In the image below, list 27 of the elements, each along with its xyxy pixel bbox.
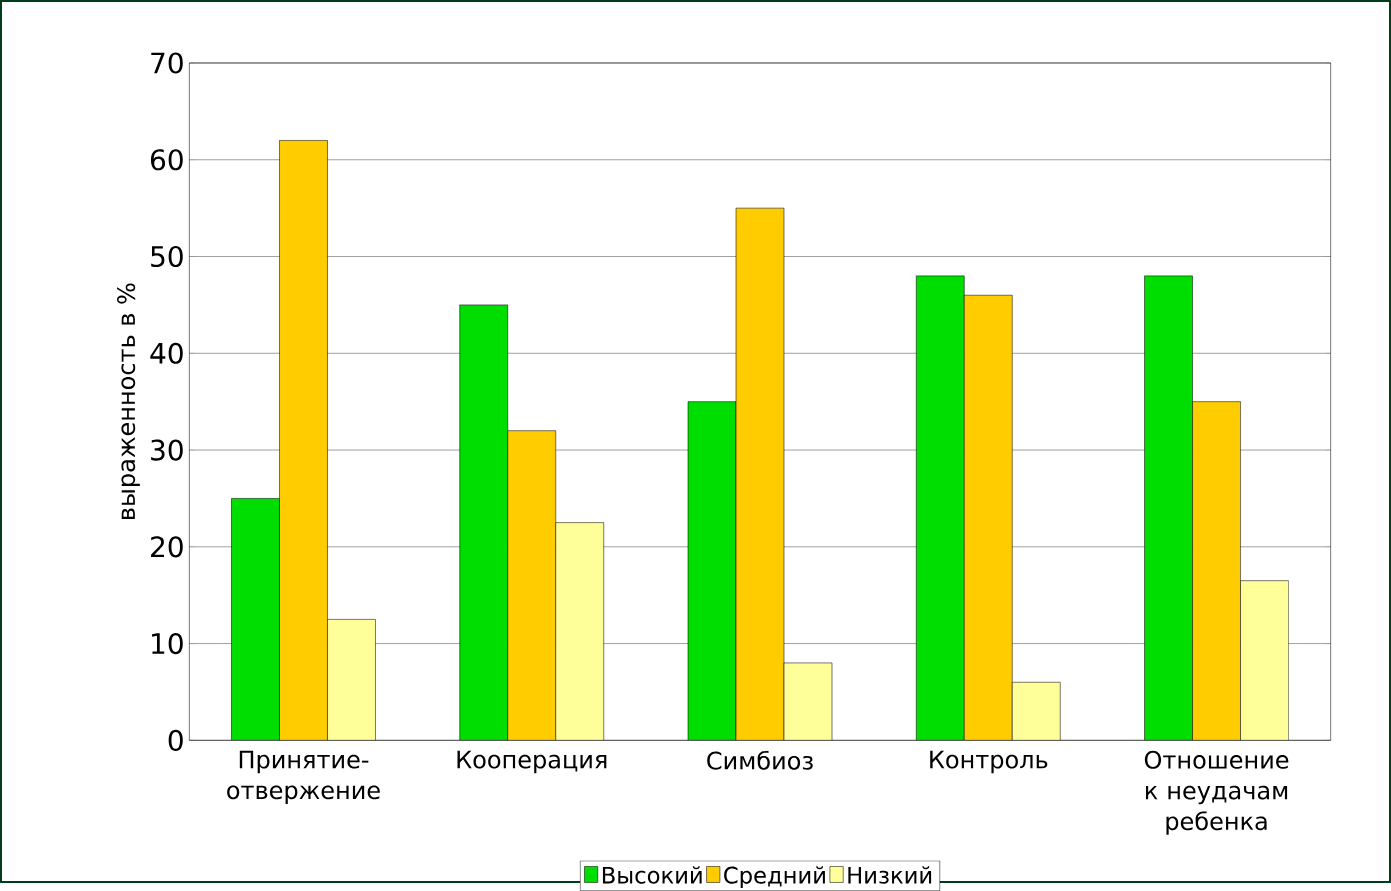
bar (279, 140, 328, 741)
x-tick-label: Кооперация (457, 750, 607, 774)
bar (507, 430, 557, 741)
bar (687, 401, 737, 741)
y-tick-label: 10 (152, 632, 183, 655)
bar (459, 304, 509, 741)
bar (231, 498, 280, 741)
y-tick-label: 40 (150, 342, 183, 364)
legend-label: Низкий (848, 866, 932, 884)
y-tick-label: 0 (168, 729, 183, 751)
bar (1192, 401, 1241, 741)
bar (916, 275, 965, 741)
x-tick-label: Симбиоз (707, 750, 813, 770)
y-tick-label: 50 (151, 245, 183, 268)
y-tick-label: 30 (151, 439, 183, 461)
y-tick-label: 60 (150, 149, 183, 171)
bar (964, 294, 1013, 741)
x-tick-label: Отношение к неудачам ребенка (1144, 750, 1289, 835)
legend-label: Высокий (602, 866, 702, 884)
x-tick-label: Контроль (930, 750, 1048, 774)
y-axis-title: выраженность в % (117, 283, 140, 519)
y-tick-label: 20 (151, 536, 183, 558)
y-tick-label: 70 (151, 52, 183, 74)
legend-label: Средний (724, 866, 825, 889)
bar (735, 207, 785, 741)
x-tick-label: Принятие-отвержение (227, 750, 380, 804)
bar (1144, 275, 1193, 741)
